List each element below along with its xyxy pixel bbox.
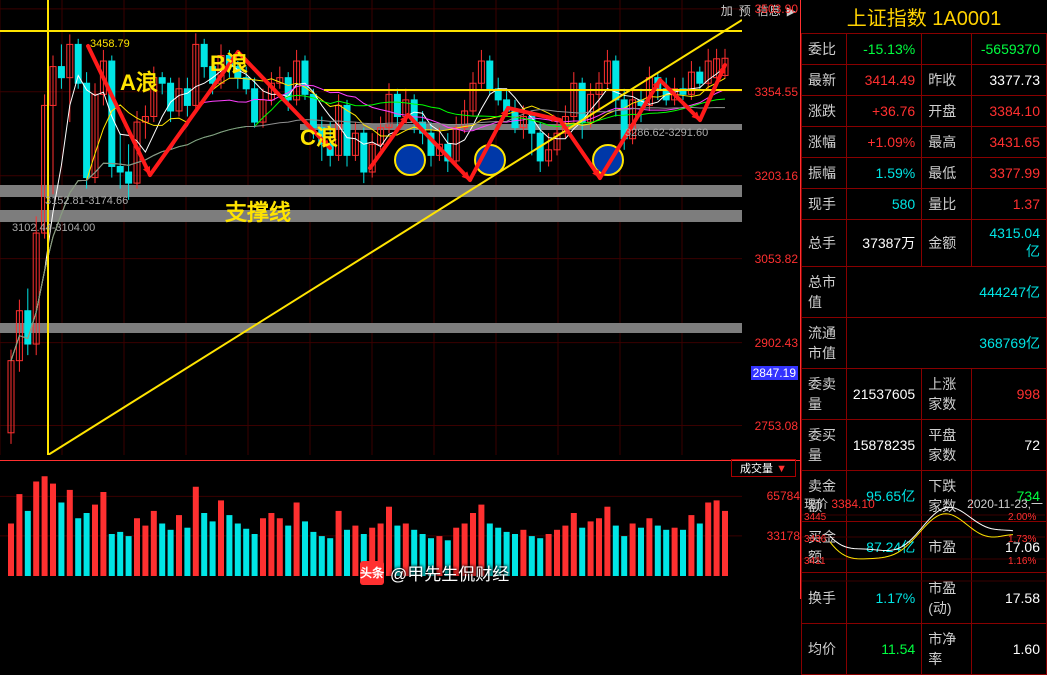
info-cell: 现手 (802, 189, 847, 220)
info-cell: 37387万 (846, 220, 921, 267)
price-axis-highlight: 2847.19 (751, 366, 798, 380)
info-cell: 最低 (922, 158, 972, 189)
info-cell: 涨跌 (802, 96, 847, 127)
info-cell: +1.09% (846, 127, 921, 158)
info-cell: 1.37 (972, 189, 1047, 220)
info-cell: 72 (972, 420, 1047, 471)
info-cell: 15878235 (846, 420, 921, 471)
watermark-text: @甲先生侃财经 (390, 560, 509, 585)
info-cell: 11.54 (846, 624, 921, 675)
info-cell: 3377.99 (972, 158, 1047, 189)
info-cell: 最高 (922, 127, 972, 158)
info-cell: +36.76 (846, 96, 921, 127)
info-cell: 流通市值 (802, 318, 847, 369)
info-cell: 委卖量 (802, 369, 847, 420)
info-cell: 1.60 (972, 624, 1047, 675)
info-cell: 444247亿 (846, 267, 1046, 318)
info-title: 上证指数 1A0001 (801, 0, 1047, 33)
volume-chart[interactable]: 成交量 ▼ 6578433178 (0, 460, 800, 575)
info-cell: 3431.65 (972, 127, 1047, 158)
info-cell (922, 34, 972, 65)
info-cell: 市净率 (922, 624, 972, 675)
info-cell: 委买量 (802, 420, 847, 471)
info-cell: 3384.10 (972, 96, 1047, 127)
price-axis: 3503.903354.553203.163053.822902.432753.… (746, 0, 800, 455)
volume-chart-svg (0, 461, 742, 576)
info-cell: 21537605 (846, 369, 921, 420)
info-cell: 368769亿 (846, 318, 1046, 369)
watermark: 头条 @甲先生侃财经 (360, 560, 509, 585)
info-cell: 总市值 (802, 267, 847, 318)
price-chart-svg (0, 0, 742, 455)
info-cell: 3414.49 (846, 65, 921, 96)
info-cell: 量比 (922, 189, 972, 220)
volume-label-button[interactable]: 成交量 ▼ (731, 459, 796, 477)
info-cell: 上涨家数 (922, 369, 972, 420)
info-cell: 委比 (802, 34, 847, 65)
info-cell: 4315.04亿 (972, 220, 1047, 267)
info-cell: 开盘 (922, 96, 972, 127)
info-cell: 1.59% (846, 158, 921, 189)
info-cell: 998 (972, 369, 1047, 420)
watermark-logo-icon: 头条 (360, 561, 384, 585)
info-cell: 金额 (922, 220, 972, 267)
info-cell: 平盘家数 (922, 420, 972, 471)
toolbar-add-button[interactable]: 加 (721, 2, 733, 19)
info-cell: -15.13% (846, 34, 921, 65)
info-cell: 总手 (802, 220, 847, 267)
info-cell: 3377.73 (972, 65, 1047, 96)
price-chart[interactable]: 加 预 信息 ▶ 3503.903354.553203.163053.82290… (0, 0, 800, 455)
info-cell: 昨收 (922, 65, 972, 96)
info-cell: -5659370 (972, 34, 1047, 65)
info-cell: 涨幅 (802, 127, 847, 158)
info-cell: 最新 (802, 65, 847, 96)
info-cell: 振幅 (802, 158, 847, 189)
info-cell: 均价 (802, 624, 847, 675)
info-cell: 580 (846, 189, 921, 220)
